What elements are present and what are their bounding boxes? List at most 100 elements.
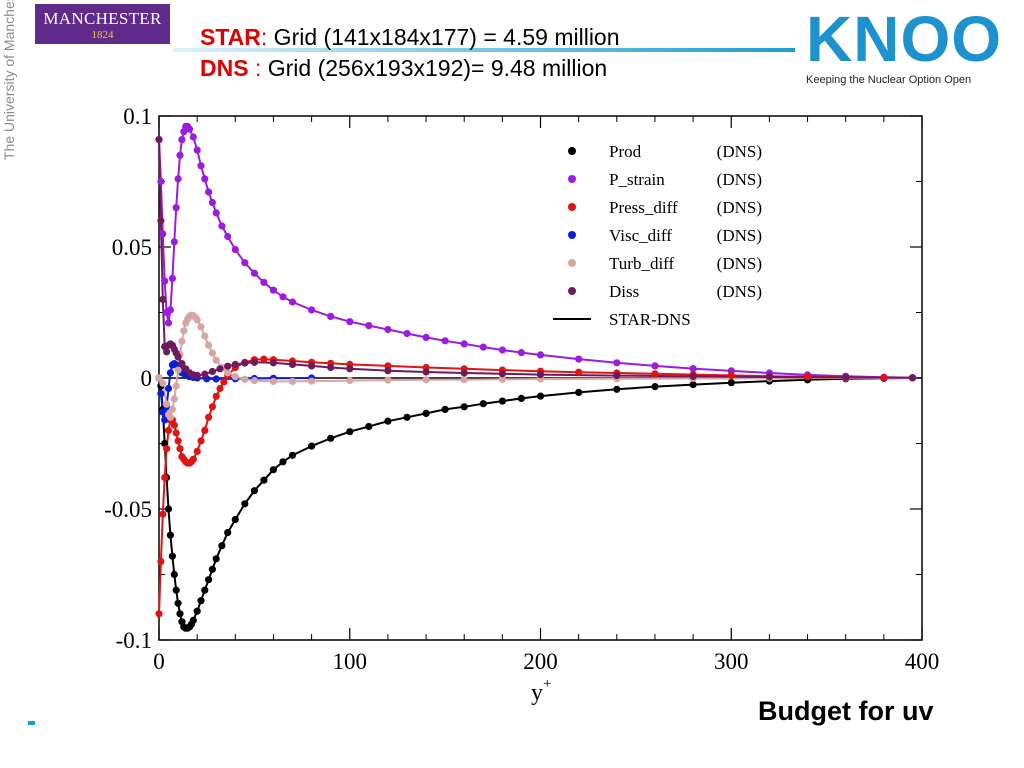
data-point-visc-diff (166, 369, 174, 377)
data-point-p-strain (441, 337, 449, 345)
data-point-diss (384, 367, 392, 375)
data-point-diss (346, 365, 354, 373)
data-point-p-strain (174, 175, 182, 183)
data-point-diss (250, 358, 258, 366)
y-tick-label: 0.05 (112, 235, 152, 260)
data-point-turb-diff (384, 376, 392, 384)
slide-title: Budget for uv (758, 696, 934, 726)
data-point-turb-diff (231, 373, 239, 381)
data-point-p-strain (460, 340, 468, 348)
data-point-p-strain (422, 333, 430, 341)
data-point-diss (308, 362, 316, 370)
data-point-turb-diff (193, 316, 201, 324)
data-point-prod (174, 599, 182, 607)
x-tick-label: 100 (333, 649, 368, 674)
series-line-turb-diff (158, 314, 913, 419)
data-point-prod (346, 428, 354, 436)
x-tick-label: 400 (905, 649, 940, 674)
data-point-diss (178, 360, 186, 368)
series-line-diss (158, 139, 913, 379)
data-point-prod (170, 570, 178, 579)
data-point-turb-diff (346, 377, 354, 385)
data-point-p-strain (479, 343, 487, 351)
data-point-turb-diff (208, 349, 216, 357)
data-point-p-strain (172, 204, 180, 212)
data-point-turb-diff (201, 332, 209, 340)
data-point-prod (269, 466, 277, 474)
data-point-prod (241, 500, 249, 508)
data-point-press-diff (174, 437, 182, 445)
data-point-diss (498, 370, 506, 378)
data-point-p-strain (250, 269, 258, 277)
legend-item-diss: Diss (DNS) (568, 282, 762, 301)
data-point-press-diff (161, 474, 169, 482)
data-point-p-strain (157, 177, 165, 186)
data-point-prod (189, 616, 197, 625)
data-point-prod (727, 379, 735, 387)
data-point-turb-diff (197, 323, 205, 331)
data-point-p-strain (178, 136, 186, 144)
data-point-p-strain (384, 325, 392, 334)
data-point-turb-diff (224, 369, 232, 377)
data-point-diss (765, 373, 774, 381)
data-point-turb-diff (180, 327, 188, 335)
x-tick-label: 0 (153, 649, 165, 674)
data-point-p-strain (651, 362, 659, 370)
grid-info-header: STAR: Grid (141x184x177) = 4.59 million … (200, 22, 620, 84)
star-grid-line: STAR: Grid (141x184x177) = 4.59 million (200, 22, 620, 53)
data-point-prod (403, 413, 411, 421)
manchester-logo-year: 1824 (91, 29, 114, 41)
data-point-p-strain (403, 329, 411, 338)
legend-marker (568, 147, 576, 155)
legend-item-turb-diff: Turb_diff (DNS) (568, 254, 762, 273)
data-point-prod (689, 381, 697, 389)
data-point-prod (575, 388, 583, 396)
data-point-turb-diff (170, 395, 178, 403)
knoo-wordmark: KNOO (806, 3, 1002, 75)
data-point-prod (208, 565, 216, 573)
data-point-p-strain (269, 286, 277, 294)
data-point-press-diff (193, 447, 201, 455)
series-points-p-strain (155, 122, 917, 382)
data-point-visc-diff (159, 408, 167, 416)
y-tick-label: 0 (141, 366, 153, 391)
data-point-turb-diff (159, 379, 167, 387)
legend-marker (568, 203, 576, 211)
data-point-press-diff (220, 378, 228, 386)
major-ticks (158, 115, 923, 641)
data-point-p-strain (189, 133, 197, 141)
data-point-p-strain (517, 349, 526, 357)
data-point-prod (517, 394, 526, 402)
data-point-press-diff (216, 384, 224, 393)
data-point-p-strain (176, 151, 184, 159)
y-tick-label: 0.1 (123, 104, 152, 129)
data-point-p-strain (185, 125, 194, 133)
data-point-press-diff (189, 455, 197, 463)
data-point-p-strain (308, 306, 316, 314)
series-line-press-diff (158, 358, 913, 614)
data-point-press-diff (159, 510, 167, 518)
data-point-prod (260, 476, 268, 484)
legend-source-tag: (DNS) (717, 198, 762, 217)
data-point-p-strain (218, 222, 226, 230)
data-point-prod (613, 385, 621, 393)
data-point-diss (422, 368, 430, 376)
data-point-p-strain (193, 146, 201, 154)
data-point-diss (174, 353, 182, 361)
data-point-turb-diff (308, 377, 316, 385)
data-point-prod (327, 434, 335, 442)
data-point-p-strain (208, 198, 216, 207)
legend-marker (568, 175, 576, 183)
dns-keyword: DNS (200, 55, 249, 81)
data-point-prod (224, 529, 232, 537)
data-point-p-strain (224, 232, 232, 241)
data-point-press-diff (176, 445, 184, 453)
legend-item-star-dns: STAR-DNS (553, 310, 691, 329)
data-point-prod (176, 610, 184, 618)
data-point-diss (327, 363, 335, 372)
manchester-logo-name: MANCHESTER (43, 9, 162, 28)
data-point-turb-diff (168, 405, 176, 413)
data-point-diss (155, 136, 163, 144)
data-point-turb-diff (250, 377, 258, 385)
